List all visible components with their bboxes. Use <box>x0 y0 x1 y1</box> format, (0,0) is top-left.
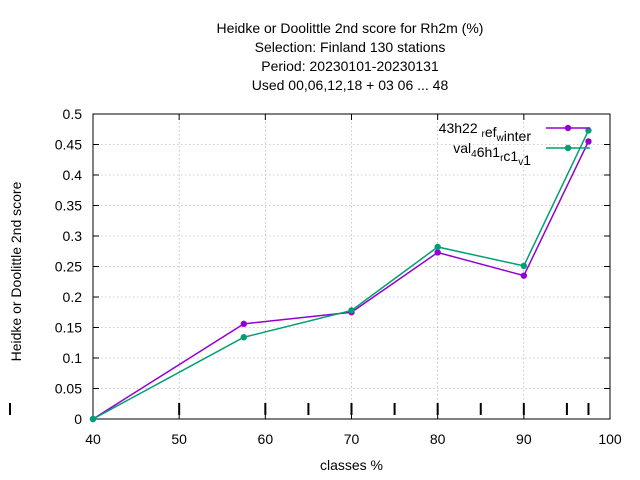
y-tick-label: 0.5 <box>63 106 83 122</box>
legend-marker-2 <box>564 144 572 152</box>
y-tick-label: 0.4 <box>63 167 83 183</box>
y-tick-label: 0.25 <box>55 259 82 275</box>
x-tick-label: 60 <box>258 431 274 447</box>
x-tick-label: 50 <box>171 431 187 447</box>
grid <box>93 114 610 419</box>
y-tick-label: 0 <box>74 411 82 427</box>
y-tick-label: 0.45 <box>55 137 82 153</box>
x-axis: 40 50 60 70 80 90 100 <box>85 114 622 447</box>
series-2-point <box>585 127 592 134</box>
y-tick-label: 0.1 <box>63 350 83 366</box>
x-axis-label: classes % <box>320 457 383 473</box>
series-2-point <box>240 334 247 341</box>
series-2-point <box>348 307 355 314</box>
y-axis-label: Heidke or Doolittle 2nd score <box>8 181 24 361</box>
series-2-point <box>520 262 528 270</box>
title-line-2: Selection: Finland 130 stations <box>255 39 446 55</box>
series-2-point <box>89 415 97 423</box>
series-2-point <box>434 243 441 251</box>
y-tick-label: 0.3 <box>63 228 83 244</box>
series-1-point <box>585 138 592 145</box>
title-line-1: Heidke or Doolittle 2nd score for Rh2m (… <box>217 20 484 36</box>
class-marks <box>9 403 590 415</box>
legend-label-2: val46h1rc1v1 <box>453 140 531 168</box>
legend-label-1: 43h22 refwinter <box>439 120 532 144</box>
x-tick-label: 90 <box>516 431 532 447</box>
series-line-2 <box>92 130 590 420</box>
x-tick-label: 40 <box>85 431 101 447</box>
y-tick-label: 0.2 <box>63 289 83 305</box>
x-tick-label: 70 <box>344 431 360 447</box>
series-line-1 <box>92 141 590 420</box>
y-tick-label: 0.05 <box>55 381 82 397</box>
series-1-point <box>240 320 247 328</box>
title-line-3: Period: 20230101-20230131 <box>261 58 439 74</box>
y-tick-label: 0.15 <box>55 320 82 336</box>
x-tick-label: 80 <box>430 431 446 447</box>
legend-marker-1 <box>564 124 572 132</box>
chart-title: Heidke or Doolittle 2nd score for Rh2m (… <box>217 20 484 93</box>
title-line-4: Used 00,06,12,18 + 03 06 ... 48 <box>252 77 449 93</box>
series <box>89 127 592 423</box>
series-1-point <box>434 249 441 256</box>
x-tick-label: 100 <box>598 431 622 447</box>
series-1-point <box>520 272 528 279</box>
y-tick-label: 0.35 <box>55 198 82 214</box>
y-axis: 0 0.05 0.1 0.15 0.2 0.25 0.3 0.35 0.4 0.45 0.5 <box>55 106 610 427</box>
